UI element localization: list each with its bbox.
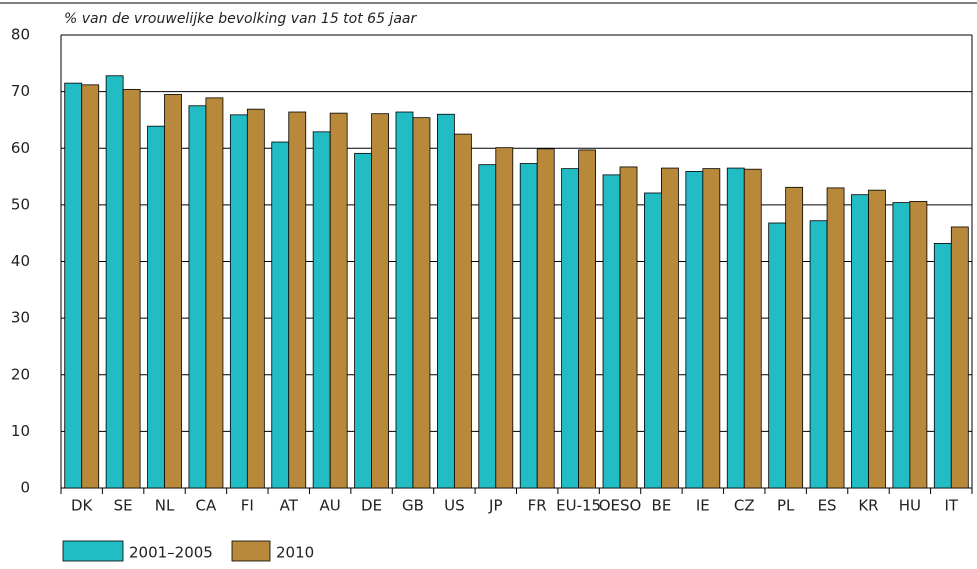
bar [478,164,497,489]
x-tick-label: IT [944,497,958,515]
x-tick-label: NL [155,497,175,515]
x-tick-label: JP [488,497,502,515]
bar [702,168,721,489]
bar [519,163,538,489]
legend-label: 2010 [276,544,314,562]
legend-swatch [62,540,124,562]
x-tick-label: CZ [734,497,755,515]
x-tick-label: KR [858,497,878,515]
bar [436,113,455,489]
bar [205,97,224,489]
bar [536,148,555,489]
x-tick-label: GB [402,497,424,515]
bar [395,111,414,489]
x-tick-label: SE [114,497,133,515]
x-tick-label: IE [696,497,710,515]
bar [743,168,762,489]
bar [578,149,597,489]
bar [81,84,100,489]
bar [851,194,869,489]
bar [809,220,828,489]
bar [933,242,952,489]
x-tick-label: FR [528,497,547,515]
x-tick-label: AT [280,497,299,515]
bar [619,166,638,489]
bar [188,105,207,489]
bar [105,75,124,489]
bar [64,82,83,489]
legend-label: 2001–2005 [129,544,213,562]
x-tick-label: AU [320,497,341,515]
bar [826,187,845,489]
bar [950,226,969,489]
bar [868,189,886,489]
bar [685,171,704,489]
y-tick-label: 20 [11,365,30,383]
x-tick-label: CA [196,497,217,515]
x-tick-label: US [444,497,465,515]
x-tick-label: FI [241,497,254,515]
bar [892,202,911,489]
bar [229,114,248,489]
x-tick-label: EU-15 [556,497,601,515]
bar [602,174,621,489]
bar [312,131,331,489]
bar [661,167,679,489]
bar [288,111,307,489]
bar [726,167,745,489]
bar [785,186,804,489]
y-tick-label: 60 [11,139,30,157]
bar [271,141,290,489]
bar [453,133,472,489]
y-tick-label: 40 [11,252,30,270]
y-tick-label: 70 [11,82,30,100]
bar [371,113,389,489]
x-tick-label: ES [818,497,837,515]
x-tick-label: DE [361,497,382,515]
bar [246,108,265,489]
bar [329,112,348,489]
bar [909,201,928,489]
bar [122,88,141,489]
legend-swatch [231,540,271,562]
bar [147,125,165,489]
x-tick-label: BE [652,497,672,515]
bar [495,147,514,489]
bar [561,168,580,489]
bar [354,152,372,489]
bar [412,117,431,489]
bar [164,94,182,489]
chart-title: % van de vrouwelijke bevolking van 15 to… [64,11,417,27]
x-tick-label: DK [71,497,94,515]
y-tick-label: 30 [11,309,30,327]
y-tick-label: 50 [11,195,30,213]
x-tick-label: HU [899,497,921,515]
y-tick-label: 10 [11,422,30,440]
y-tick-label: 80 [11,26,30,44]
bar [768,222,787,489]
y-tick-label: 0 [20,479,30,497]
bar [644,192,662,489]
x-tick-label: PL [777,497,795,515]
x-tick-label: OESO [599,497,642,515]
